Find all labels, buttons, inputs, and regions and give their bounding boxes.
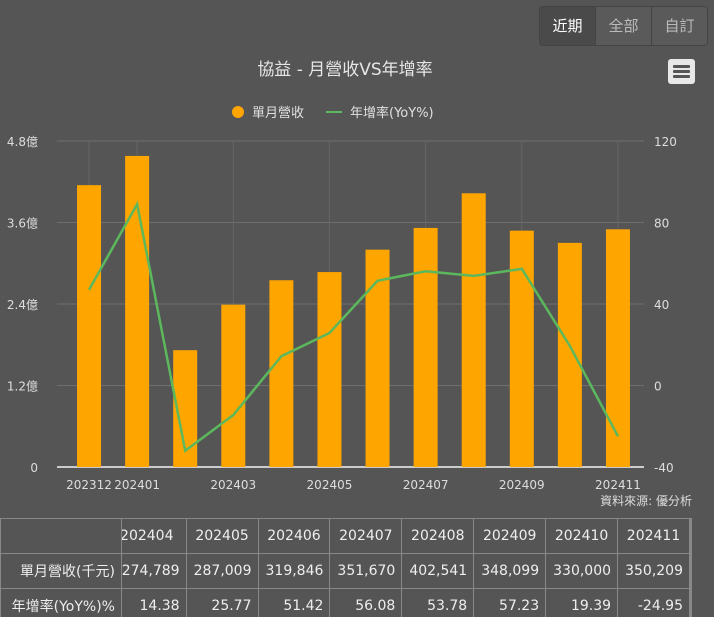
x-axis-tick: 202401 (114, 478, 160, 492)
right-axis-tick: 40 (654, 298, 669, 312)
column-header: 202406 (257, 518, 331, 554)
yoy-cell: -24.95 (617, 588, 690, 617)
right-axis-tick: 120 (654, 135, 677, 149)
left-axis-tick: 0 (30, 461, 38, 475)
x-axis-tick: 202405 (307, 478, 353, 492)
yoy-cell: 51.42 (257, 588, 331, 617)
yoy-cell: 25.77 (185, 588, 259, 617)
range-all-button[interactable]: 全部 (595, 7, 651, 45)
x-axis-tick: 202403 (210, 478, 256, 492)
right-axis-tick: 0 (654, 380, 662, 394)
legend-item-revenue[interactable]: 單月營收 (232, 102, 304, 121)
column-header: 202405 (185, 518, 259, 554)
chart: 0 -40 1.2億 0 2.4億 40 3.6億 80 4.8億 120 202312 202401… (7, 135, 677, 492)
data-table[interactable]: 202404 202405 202406 202407 202408 202409 2024… (0, 518, 692, 617)
column-header: 202411 (617, 518, 690, 554)
left-axis-tick: 1.2億 (7, 380, 38, 394)
revenue-cell: 402,541 (401, 553, 475, 589)
left-axis-tick: 2.4億 (7, 298, 38, 312)
yoy-cell: 56.08 (329, 588, 403, 617)
row-label-yoy: 年增率(YoY%)% (0, 588, 122, 617)
yoy-cell: 57.23 (473, 588, 547, 617)
data-source: 資料來源: 優分析 (600, 494, 692, 508)
revenue-bar (317, 272, 342, 467)
revenue-cell: 351,670 (329, 553, 403, 589)
x-axis-tick: 202411 (595, 478, 641, 492)
column-header: 202410 (545, 518, 619, 554)
row-label-revenue: 單月營收(千元) (0, 553, 122, 589)
right-axis-tick: -40 (654, 461, 674, 475)
revenue-bar (509, 230, 534, 467)
revenue-cell: 348,099 (473, 553, 547, 589)
column-header: 202404 (120, 518, 187, 554)
range-custom-button[interactable]: 自訂 (651, 7, 707, 45)
bar-legend-icon (232, 106, 244, 118)
x-axis-tick: 202409 (499, 478, 545, 492)
legend: 單月營收 年增率(YoY%) (232, 102, 434, 121)
revenue-cell: 274,789 (120, 553, 187, 589)
x-axis-tick: 202407 (403, 478, 449, 492)
revenue-cell: 319,846 (257, 553, 331, 589)
range-recent-button[interactable]: 近期 (540, 7, 595, 45)
revenue-bar (365, 249, 390, 467)
yoy-cell: 19.39 (545, 588, 619, 617)
x-axis-tick: 202312 (66, 478, 112, 492)
line-legend-icon (326, 111, 343, 113)
revenue-bar (605, 229, 630, 467)
revenue-bar (77, 185, 102, 468)
column-header: 202407 (329, 518, 403, 554)
column-header: 202408 (401, 518, 475, 554)
column-header: 202409 (473, 518, 547, 554)
right-axis-tick: 80 (654, 217, 669, 231)
revenue-bar (269, 280, 294, 467)
legend-item-yoy[interactable]: 年增率(YoY%) (326, 102, 434, 121)
revenue-bar (221, 304, 246, 467)
yoy-cell: 53.78 (401, 588, 475, 617)
revenue-cell: 330,000 (545, 553, 619, 589)
revenue-bar (413, 227, 438, 467)
revenue-cell: 350,209 (617, 553, 690, 589)
revenue-bar (461, 193, 486, 467)
hamburger-menu-icon[interactable] (668, 59, 695, 84)
chart-title: 協益 - 月營收VS年增率 (257, 60, 433, 80)
revenue-bar (557, 242, 582, 467)
table-corner (0, 518, 122, 554)
revenue-cell: 287,009 (185, 553, 259, 589)
left-axis-tick: 4.8億 (7, 135, 38, 149)
left-axis-tick: 3.6億 (7, 217, 38, 231)
table: 202404 202405 202406 202407 202408 202409 2024… (0, 518, 690, 617)
yoy-line (87, 200, 620, 453)
range-button-group: 近期 全部 自訂 (539, 6, 708, 46)
yoy-cell: 14.38 (120, 588, 187, 617)
